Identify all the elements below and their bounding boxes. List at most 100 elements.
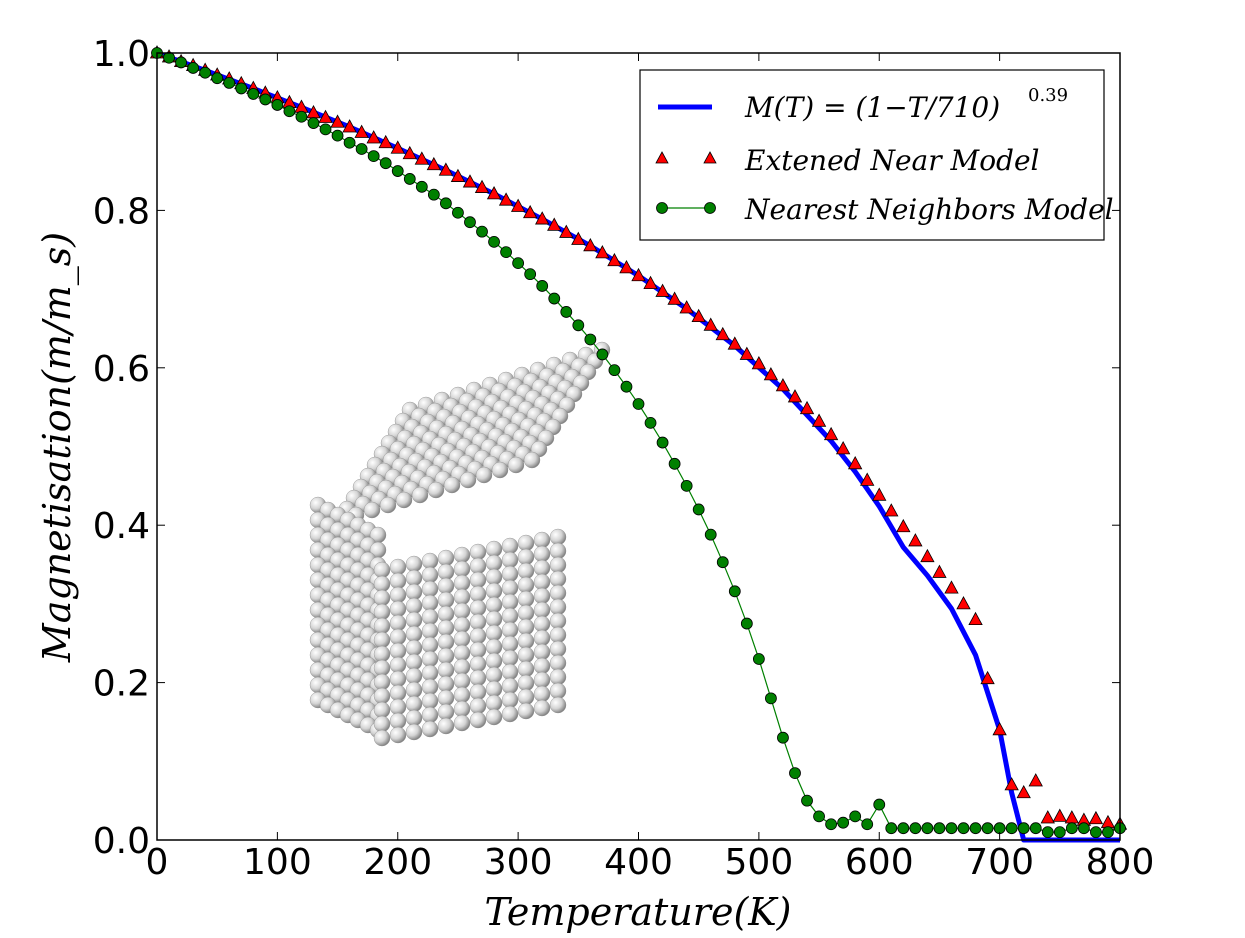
series-extended-near-point [330, 114, 345, 128]
series-nearest-neighbors-point [187, 62, 200, 74]
atom-sphere [421, 650, 439, 668]
series-nearest-neighbors-point [981, 822, 994, 835]
atom-sphere [501, 593, 519, 611]
series-nearest-neighbors-point [873, 798, 886, 811]
atom-sphere [517, 548, 535, 566]
y-tick-label: 0.2 [93, 664, 150, 705]
atom-sphere [437, 717, 455, 735]
series-nearest-neighbors-point [837, 816, 850, 829]
series-extended-near-point [631, 267, 646, 282]
series-extended-near-point [619, 260, 634, 274]
atom-sphere [501, 649, 519, 667]
series-nearest-neighbors-point [223, 77, 236, 89]
series-extended-near-point [474, 179, 490, 193]
atom-sphere [485, 596, 503, 614]
series-nearest-neighbors-point [644, 416, 657, 429]
series-extended-near-point [655, 283, 670, 297]
atom-sphere [389, 558, 407, 576]
series-extended-near-point [450, 168, 466, 182]
x-tick-label: 200 [363, 842, 432, 883]
x-tick-label: 500 [725, 842, 794, 883]
atom-sphere [501, 705, 519, 723]
atom-sphere [389, 712, 407, 730]
atom-sphere [421, 720, 439, 738]
series-extended-near-point [908, 533, 923, 547]
series-nearest-neighbors-point [560, 306, 573, 318]
series-extended-near-point [787, 389, 803, 403]
series-nearest-neighbors-point [415, 180, 428, 193]
series-nearest-neighbors-point [175, 56, 187, 69]
series-extended-near-point [571, 231, 586, 245]
series-nearest-neighbors-point [247, 88, 260, 100]
atom-sphere [501, 537, 519, 555]
atom-sphere [453, 588, 471, 606]
series-nearest-neighbors-point [957, 822, 970, 835]
series-extended-near-point [414, 151, 429, 165]
legend-label-nearest: Nearest Neighbors Model [744, 193, 1114, 226]
atom-sphere [501, 635, 519, 653]
atom-sphere [437, 703, 455, 721]
atom-sphere [549, 598, 567, 616]
series-nearest-neighbors-point [283, 105, 296, 118]
atom-sphere [469, 613, 487, 631]
atom-sphere [405, 653, 423, 671]
atom-sphere [453, 644, 471, 662]
atom-sphere [469, 627, 487, 645]
atom-sphere [469, 711, 487, 729]
series-extended-near-point [402, 145, 417, 160]
atom-sphere [491, 461, 509, 479]
atom-sphere [405, 639, 423, 657]
atom-sphere [373, 589, 391, 607]
x-tick-label: 400 [604, 842, 673, 883]
series-nearest-neighbors-point [572, 319, 585, 332]
atom-sphere [443, 476, 461, 494]
series-extended-near-point [559, 224, 574, 238]
atom-sphere [549, 682, 567, 700]
series-nearest-neighbors-point [1029, 822, 1042, 835]
series-extended-near-point [763, 367, 779, 381]
series-nearest-neighbors-point [536, 280, 549, 292]
y-axis-title: Magnetisation(m/m_s) [35, 232, 80, 663]
atom-sphere [453, 630, 471, 648]
atom-sphere [373, 631, 391, 649]
atom-sphere [549, 668, 567, 686]
atom-sphere [533, 685, 551, 703]
atom-sphere [469, 669, 487, 687]
series-extended-near-point [872, 487, 887, 501]
atom-sphere [517, 674, 535, 692]
atom-sphere [485, 568, 503, 586]
atom-sphere [469, 641, 487, 659]
series-nearest-neighbors-point [909, 822, 922, 835]
atom-sphere [453, 658, 471, 676]
series-nearest-neighbors-point [704, 528, 717, 541]
series-extended-near-point [1088, 810, 1104, 825]
atom-sphere [517, 618, 535, 636]
series-extended-near-point [583, 237, 598, 252]
atom-sphere [373, 575, 391, 593]
legend: M(T) = (1−T/710) 0.39 Extened Near Model… [639, 69, 1114, 241]
atom-sphere [533, 671, 551, 689]
atom-sphere [389, 628, 407, 646]
y-tick-label: 0.0 [93, 821, 150, 862]
x-axis-title: Temperature(K) [485, 890, 792, 934]
series-extended-near-point [1100, 814, 1116, 829]
series-nearest-neighbors-point [1017, 822, 1030, 835]
series-nearest-neighbors-point [488, 235, 500, 248]
atom-sphere [373, 729, 391, 747]
series-extended-near-point [884, 503, 899, 517]
x-tick-label: 700 [965, 842, 1034, 883]
x-tick-label: 800 [1086, 842, 1155, 883]
series-nearest-neighbors-point [596, 348, 609, 361]
atom-sphere [533, 573, 551, 591]
series-extended-near-point [1004, 777, 1019, 791]
atom-sphere [437, 675, 455, 693]
series-extended-near-point [1052, 808, 1067, 822]
series-nearest-neighbors-point [452, 206, 464, 219]
atom-sphere [373, 673, 391, 691]
atom-sphere [437, 689, 455, 707]
series-nearest-neighbors-point [163, 51, 175, 64]
series-extended-near-point [667, 291, 682, 305]
series-extended-near-point [1040, 810, 1055, 824]
atom-sphere [469, 599, 487, 617]
series-nearest-neighbors-point [1102, 826, 1114, 839]
